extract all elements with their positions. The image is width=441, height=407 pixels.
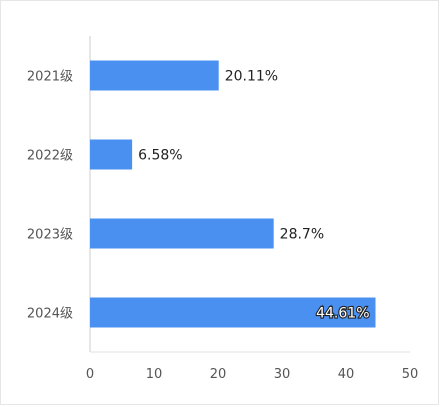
bar-2: [90, 139, 133, 170]
x-tick-label: 30: [274, 367, 291, 382]
category-label: 2022级: [27, 149, 73, 164]
data-label: 28.7%: [280, 227, 324, 243]
x-tick-label: 10: [146, 367, 163, 382]
x-tick-label: 50: [402, 367, 419, 382]
data-label: 6.58%: [138, 148, 182, 164]
bar-3: [90, 218, 274, 249]
x-tick-label: 0: [86, 367, 94, 382]
x-tick-label: 20: [210, 367, 227, 382]
bar-1: [90, 60, 219, 91]
bar-4: [90, 297, 376, 328]
data-label: 44.61%: [316, 306, 369, 322]
category-label: 2021级: [27, 70, 73, 85]
x-tick-label: 40: [338, 367, 355, 382]
plot-area: 0 10 20 30 40 50 2021级 20.11% 2022级 6.58% 2023级 28.…: [27, 36, 418, 382]
category-label: 2023级: [27, 228, 73, 243]
data-label: 20.11%: [225, 69, 278, 85]
category-label: 2024级: [27, 307, 73, 322]
